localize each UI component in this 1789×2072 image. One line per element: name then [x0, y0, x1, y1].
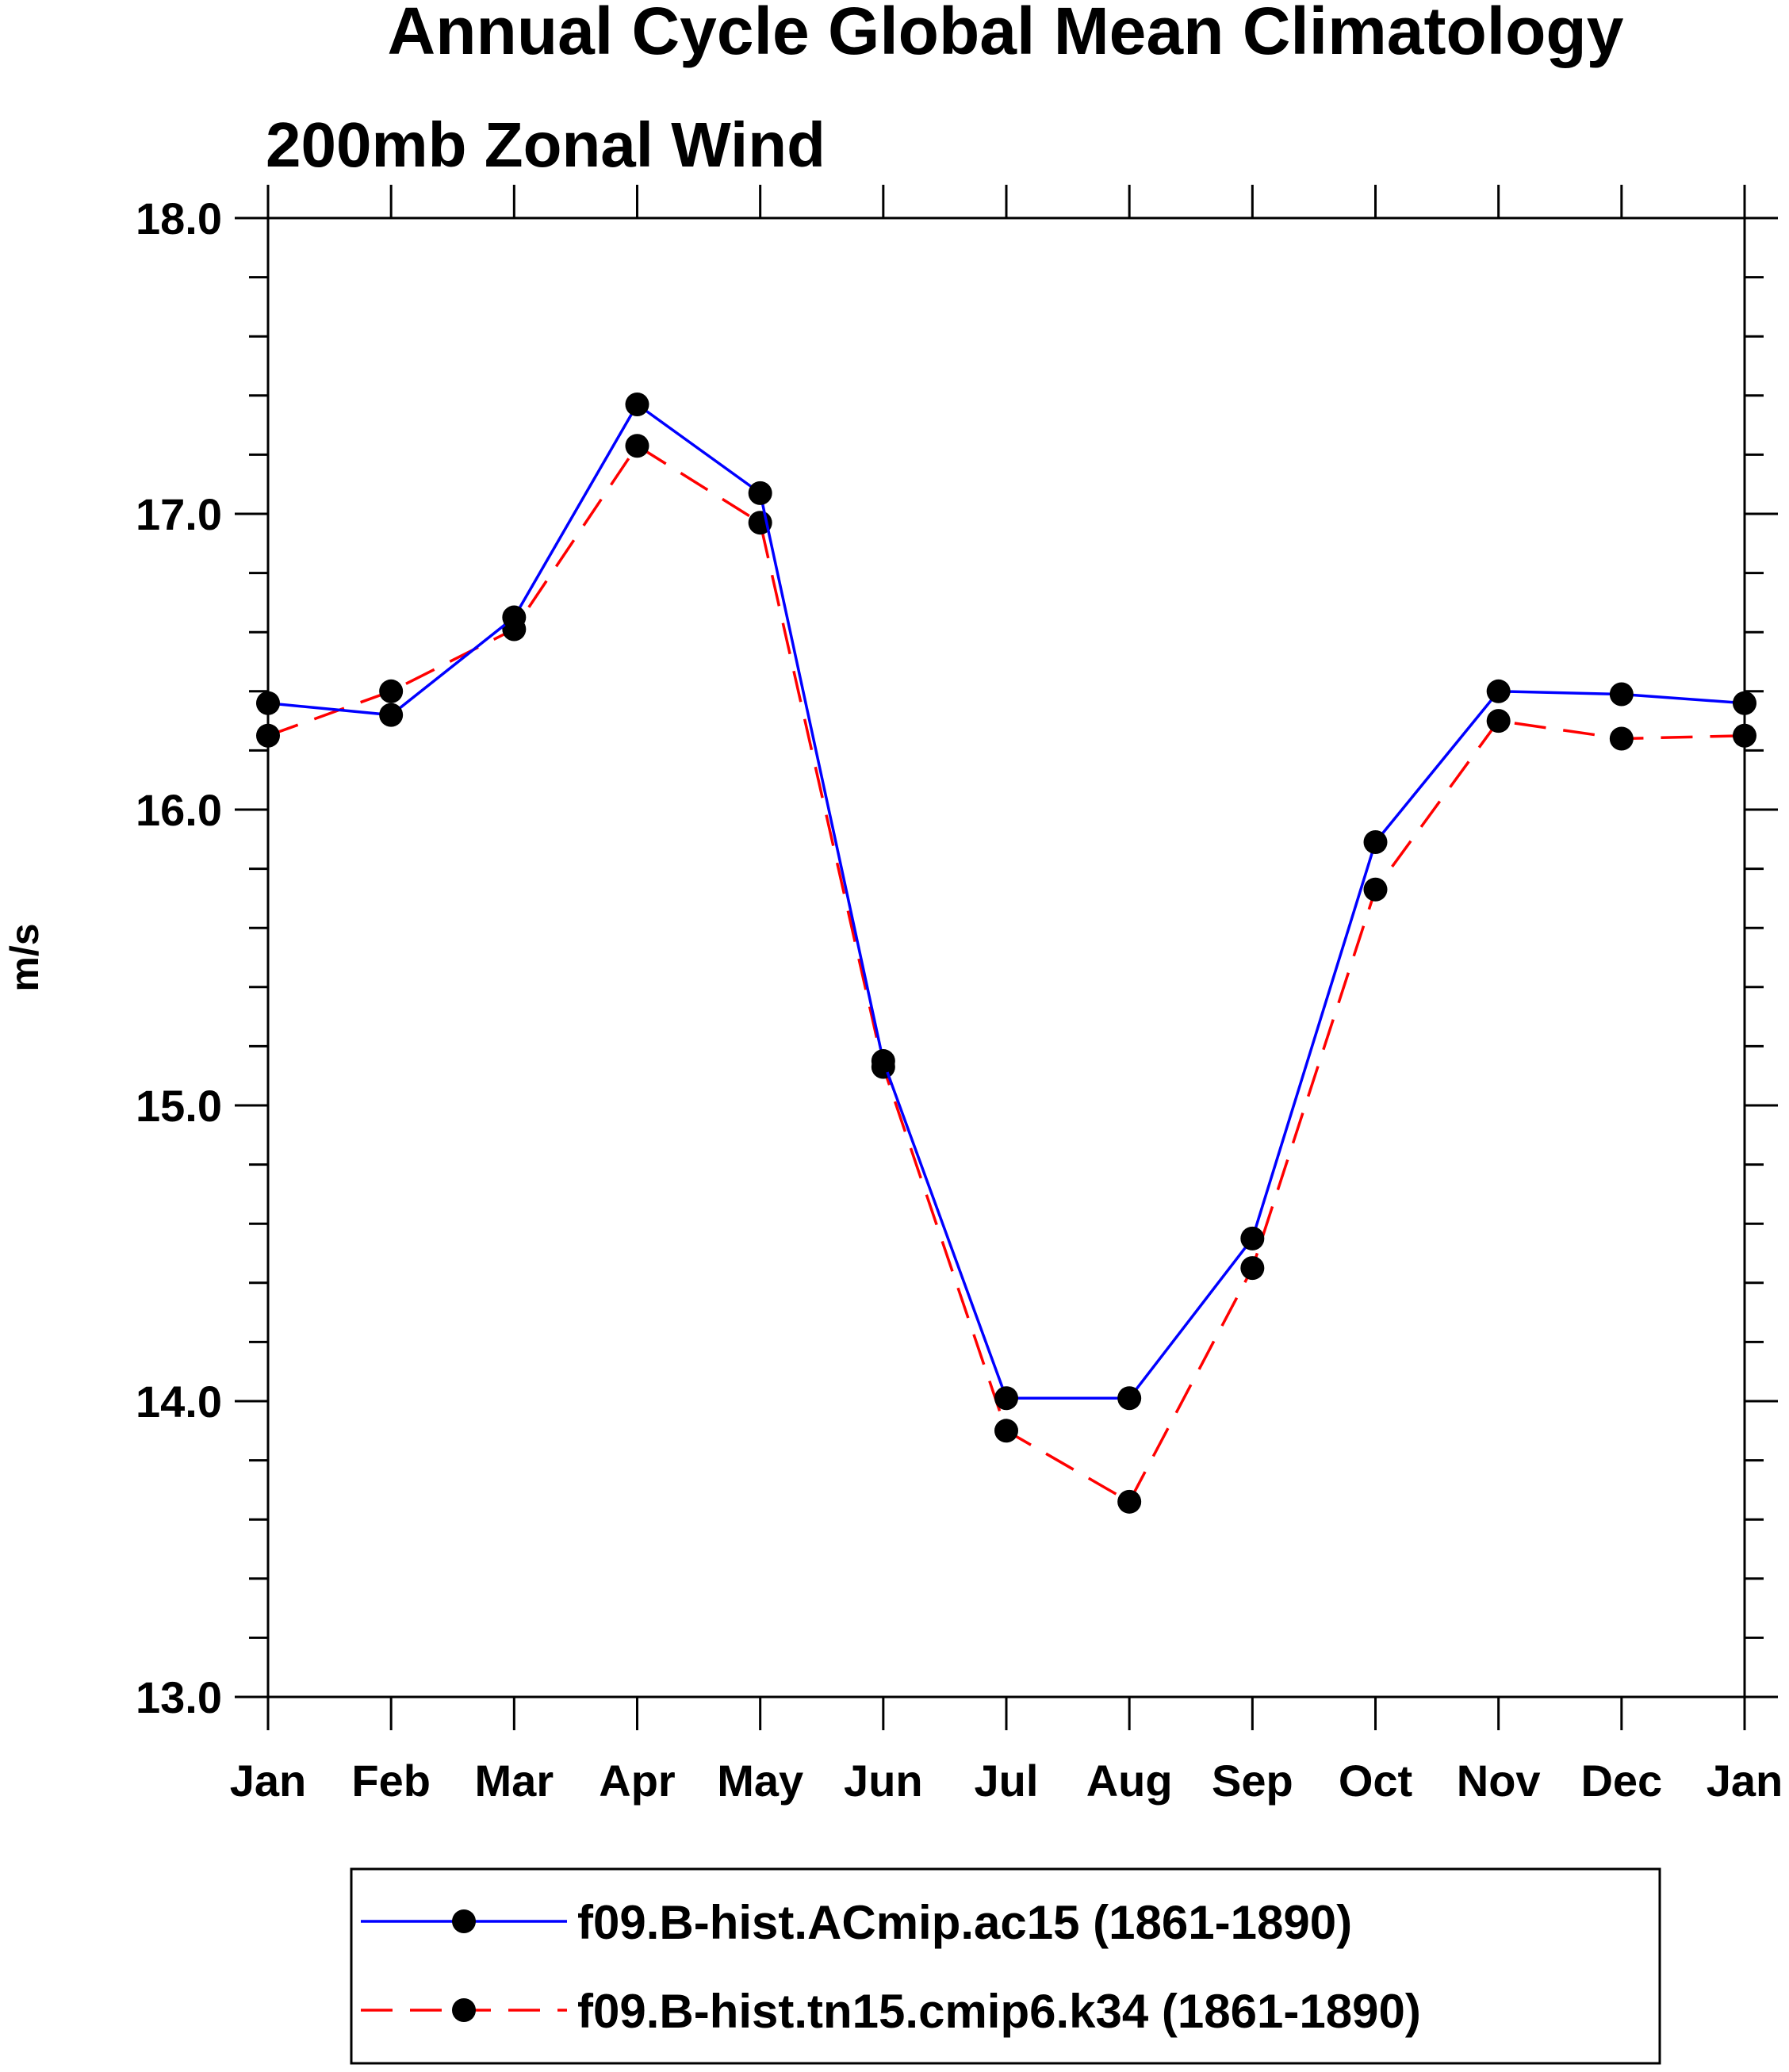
series-line — [267, 443, 1745, 1504]
data-point — [1486, 709, 1511, 733]
x-tick-label: Feb — [351, 1756, 431, 1806]
data-point — [871, 1049, 895, 1074]
legend-label-2: f09.B-hist.tn15.cmip6.k34 (1861-1890) — [577, 1985, 1421, 2038]
y-axis-label: m/s — [2, 923, 47, 991]
legend: f09.B-hist.ACmip.ac15 (1861-1890) f09.B-h… — [350, 1867, 1661, 2065]
x-tick-label: Apr — [599, 1756, 675, 1806]
y-tick-label: 14.0 — [136, 1377, 222, 1427]
y-tick-label: 17.0 — [136, 489, 222, 539]
legend-label-1: f09.B-hist.ACmip.ac15 (1861-1890) — [577, 1896, 1352, 1949]
x-tick-label: Nov — [1457, 1756, 1541, 1806]
data-point — [994, 1419, 1018, 1443]
data-point — [1240, 1256, 1265, 1281]
data-point — [625, 434, 649, 458]
x-tick-label: Jul — [975, 1756, 1039, 1806]
y-tick-label: 16.0 — [136, 785, 222, 835]
legend-marker-1 — [452, 1909, 476, 1933]
chart-subtitle: 200mb Zonal Wind — [266, 109, 826, 180]
data-point — [1486, 679, 1511, 703]
plot-frame — [266, 216, 1746, 1699]
axes: Jan Feb Mar Apr May Jun Jul Aug Sep Oct Nov Dec Jan1… — [136, 185, 1783, 1806]
data-point — [1733, 691, 1756, 715]
x-tick-label: Dec — [1580, 1756, 1662, 1806]
x-tick-label: Aug — [1086, 1756, 1173, 1806]
series-line — [267, 402, 1745, 1400]
x-tick-label: Jan — [230, 1756, 307, 1806]
legend-box — [350, 1867, 1661, 2065]
data-point — [1363, 877, 1388, 902]
data-point — [256, 691, 280, 715]
x-tick-label: May — [717, 1756, 803, 1806]
x-tick-label: Jan — [1707, 1756, 1783, 1806]
data-point — [1240, 1226, 1265, 1250]
data-point — [1117, 1489, 1142, 1514]
data-point — [379, 679, 404, 703]
y-tick-label: 15.0 — [136, 1081, 222, 1131]
data-point — [379, 703, 404, 727]
series-layer — [256, 392, 1756, 1514]
x-tick-label: Mar — [475, 1756, 554, 1806]
data-point — [748, 481, 772, 505]
data-point — [256, 723, 280, 748]
x-tick-label: Jun — [844, 1756, 923, 1806]
data-point — [1609, 682, 1634, 707]
y-tick-label: 13.0 — [136, 1672, 222, 1722]
x-tick-label: Sep — [1212, 1756, 1293, 1806]
chart-title: Annual Cycle Global Mean Climatology — [388, 0, 1624, 68]
data-point — [1363, 830, 1388, 855]
series-2 — [256, 434, 1756, 1514]
data-point — [1117, 1386, 1142, 1411]
legend-marker-2 — [452, 1998, 476, 2022]
data-point — [1609, 726, 1634, 751]
x-tick-label: Oct — [1339, 1756, 1412, 1806]
y-tick-label: 18.0 — [136, 193, 222, 243]
series-1 — [256, 392, 1756, 1411]
data-point — [502, 605, 527, 630]
data-point — [1733, 723, 1756, 748]
data-point — [625, 392, 649, 416]
data-point — [994, 1386, 1018, 1411]
